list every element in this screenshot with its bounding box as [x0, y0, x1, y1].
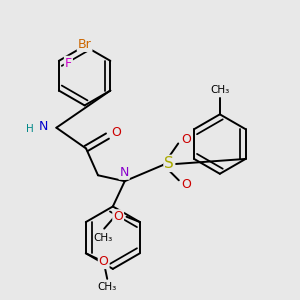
Text: H: H	[26, 124, 34, 134]
Text: CH₃: CH₃	[93, 232, 112, 242]
Text: N: N	[119, 166, 129, 179]
Text: N: N	[39, 120, 49, 133]
Text: O: O	[99, 255, 109, 268]
Text: S: S	[164, 156, 174, 171]
Text: F: F	[65, 57, 72, 70]
Text: O: O	[181, 133, 191, 146]
Text: CH₃: CH₃	[210, 85, 230, 95]
Text: O: O	[113, 210, 123, 223]
Text: CH₃: CH₃	[98, 282, 117, 292]
Text: O: O	[111, 126, 121, 139]
Text: Br: Br	[78, 38, 92, 51]
Text: O: O	[182, 178, 191, 191]
